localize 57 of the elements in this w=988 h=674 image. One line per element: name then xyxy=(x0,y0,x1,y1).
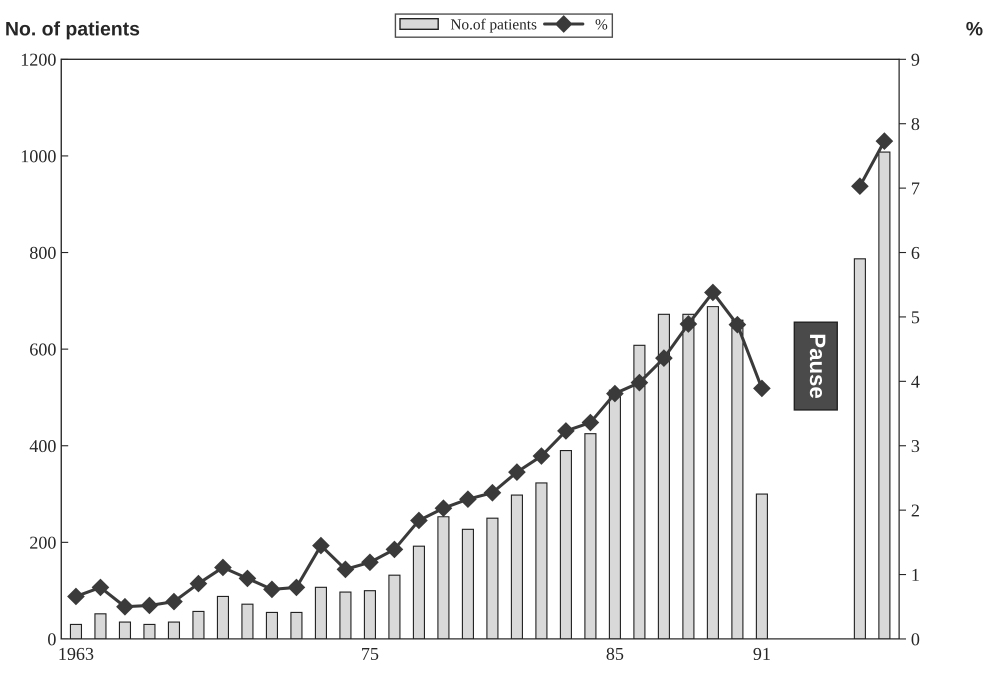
y2-tick-label: 8 xyxy=(912,118,920,130)
point xyxy=(753,380,770,397)
y-tick-label: 800 xyxy=(30,246,56,259)
point xyxy=(288,578,305,596)
y2-tick-label: 1 xyxy=(912,568,919,581)
point xyxy=(582,414,599,432)
y2-axis-title: % xyxy=(966,22,983,36)
y2-tick-label: 2 xyxy=(912,504,919,516)
y2-tick-label: 5 xyxy=(912,311,920,324)
point xyxy=(92,578,110,596)
point xyxy=(312,537,330,554)
y-tick-label: 1200 xyxy=(22,54,56,66)
point xyxy=(630,374,648,392)
point xyxy=(680,315,697,333)
legend-label: % xyxy=(596,19,608,30)
y-tick-label: 200 xyxy=(30,536,56,549)
point xyxy=(728,316,746,334)
point xyxy=(484,484,501,502)
point xyxy=(165,593,182,610)
x-tick-label: 85 xyxy=(606,648,624,660)
point xyxy=(876,132,893,150)
point xyxy=(140,596,158,614)
point xyxy=(386,540,403,558)
y2-tick-label: 7 xyxy=(912,182,920,194)
point xyxy=(508,464,526,481)
y2-tick-label: 3 xyxy=(912,440,920,452)
point xyxy=(851,178,868,195)
point xyxy=(704,284,722,302)
y2-tick-label: 9 xyxy=(911,54,920,66)
point xyxy=(434,500,452,517)
y2-tick-label: 4 xyxy=(911,376,920,388)
point xyxy=(116,598,134,616)
x-tick-label: 91 xyxy=(753,648,770,660)
y-tick-label: 400 xyxy=(30,440,56,452)
legend-label: No.of patients xyxy=(450,18,536,33)
x-tick-label: 1963 xyxy=(59,648,94,660)
point xyxy=(238,570,256,587)
point xyxy=(214,558,232,576)
y2-tick-label: 0 xyxy=(912,633,920,646)
point xyxy=(410,512,428,529)
point xyxy=(532,447,550,465)
point xyxy=(655,350,672,367)
point xyxy=(190,575,207,592)
point xyxy=(263,580,280,598)
point xyxy=(361,554,378,571)
point xyxy=(557,422,574,440)
y-tick-label: 1000 xyxy=(22,150,56,162)
x-tick-label: 75 xyxy=(362,648,378,660)
point xyxy=(67,588,85,605)
y-axis-title: No. of patients xyxy=(6,21,140,40)
y-tick-label: 0 xyxy=(48,633,56,646)
y-tick-label: 600 xyxy=(30,343,56,356)
annotation: Pause xyxy=(810,334,826,398)
point xyxy=(459,490,476,508)
point xyxy=(606,385,624,402)
point xyxy=(336,560,354,578)
y2-tick-label: 6 xyxy=(912,246,920,259)
